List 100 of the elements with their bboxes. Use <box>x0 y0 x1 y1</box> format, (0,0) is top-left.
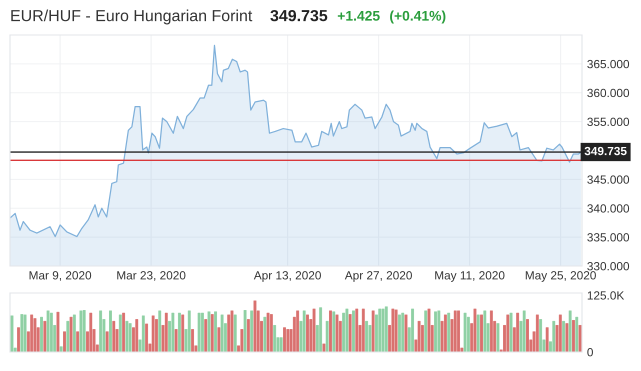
bar <box>322 344 326 352</box>
y-tick-label: 335.000 <box>587 233 630 242</box>
bar <box>56 312 60 352</box>
y-tick-label: 340.000 <box>587 204 630 213</box>
bar <box>155 319 158 352</box>
bar <box>428 308 430 352</box>
bar <box>526 319 529 352</box>
x-tick-label: Mar 23, 2020 <box>117 271 186 281</box>
y-tick-label: 345.000 <box>587 175 630 184</box>
bar <box>118 314 122 352</box>
bar <box>79 310 82 352</box>
bar <box>208 311 210 352</box>
y-tick-label: 0 <box>587 348 593 356</box>
bar <box>76 331 80 352</box>
bar <box>296 310 300 352</box>
bar <box>227 314 230 352</box>
bar <box>254 300 256 352</box>
bar <box>575 316 578 352</box>
bar <box>368 325 372 352</box>
bar <box>217 327 220 352</box>
y-tick-label: 360.000 <box>587 88 630 98</box>
bar <box>372 310 375 352</box>
bar <box>220 314 224 352</box>
bar <box>70 316 73 352</box>
bar <box>420 325 424 352</box>
bar <box>10 315 14 352</box>
bar <box>424 310 428 352</box>
bar <box>546 327 549 352</box>
bar <box>34 318 36 352</box>
bar <box>214 311 217 352</box>
bar <box>244 310 247 352</box>
bar <box>516 312 520 352</box>
bar <box>122 312 126 352</box>
bar <box>539 319 542 352</box>
bar <box>466 316 470 352</box>
bar <box>391 308 394 352</box>
bar <box>46 310 50 352</box>
bar <box>266 312 270 352</box>
bar <box>89 312 92 352</box>
bar <box>72 314 76 352</box>
bar <box>404 314 408 352</box>
bar <box>568 310 572 352</box>
bar <box>142 315 145 352</box>
bar <box>250 310 254 352</box>
bar <box>158 310 162 352</box>
bar <box>378 308 382 352</box>
bar <box>17 327 20 352</box>
bar <box>286 329 290 352</box>
bar <box>401 312 404 352</box>
x-tick-label: May 11, 2020 <box>435 271 504 282</box>
bar <box>562 320 566 352</box>
bar <box>457 310 460 352</box>
bar <box>394 310 398 352</box>
bar <box>302 310 306 352</box>
bar <box>198 312 201 352</box>
bar <box>63 331 66 352</box>
bar <box>112 320 116 352</box>
bar <box>240 329 244 352</box>
bar <box>483 310 486 352</box>
bar <box>332 311 336 352</box>
bar <box>174 329 178 352</box>
x-tick-label: Apr 27, 2020 <box>344 271 412 282</box>
bar <box>145 324 148 352</box>
bar <box>506 314 510 352</box>
bar <box>135 319 138 352</box>
text: +1.425 <box>338 10 380 21</box>
bar <box>342 312 346 352</box>
bar <box>355 308 358 352</box>
bar <box>306 314 309 352</box>
y-tick-label: 365.000 <box>587 60 630 68</box>
bar <box>181 314 184 352</box>
bar <box>30 314 34 352</box>
bar <box>398 314 401 352</box>
bar <box>454 310 457 352</box>
bar <box>60 346 63 352</box>
bar <box>510 312 513 352</box>
bar <box>273 325 276 352</box>
bar <box>43 320 46 352</box>
bar <box>200 312 204 352</box>
bar <box>552 320 556 352</box>
bar <box>434 311 437 352</box>
bar <box>362 308 365 352</box>
bar <box>128 323 132 352</box>
y-tick-label: 330.000 <box>587 262 630 270</box>
bar <box>496 323 500 352</box>
text: 349.735 <box>270 10 328 22</box>
bar <box>578 325 582 352</box>
chart-title: EUR/HUF - Euro Hungarian Forint <box>11 10 252 24</box>
bar <box>444 314 447 352</box>
bar <box>234 314 237 352</box>
bar <box>558 314 562 352</box>
text: (+0.41%) <box>390 10 446 24</box>
bar <box>40 316 43 352</box>
bar <box>191 329 194 352</box>
bar <box>336 314 338 352</box>
bar <box>474 308 476 352</box>
bar <box>464 312 467 352</box>
bar <box>106 331 109 352</box>
x-tick-label: May 25, 2020 <box>526 271 596 282</box>
bar <box>152 315 155 352</box>
